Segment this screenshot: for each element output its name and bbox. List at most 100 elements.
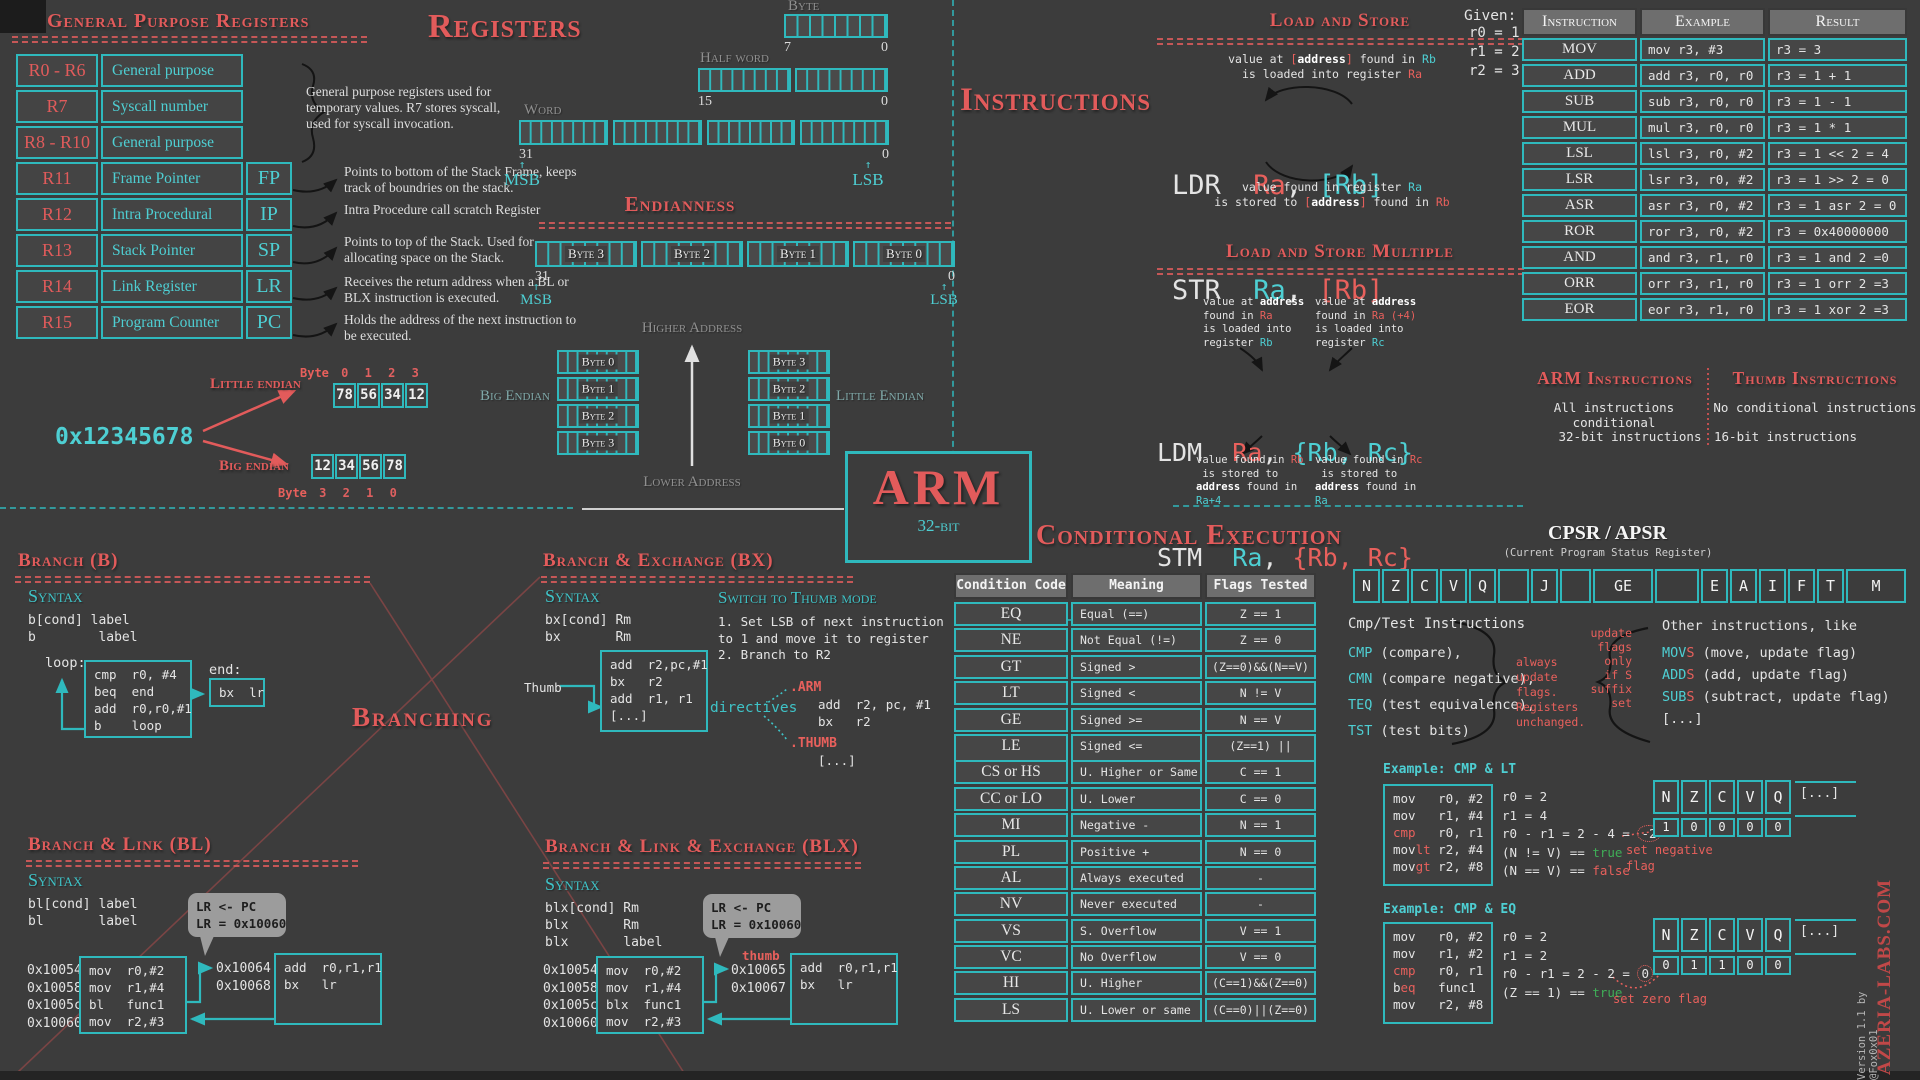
condition-meaning: Never executed [1071, 892, 1202, 917]
code-line: movlt r2, #4 [1393, 841, 1491, 858]
condition-flags: V == 0 [1205, 945, 1316, 970]
condition-row: CC or LO U. Lower C == 0 [954, 786, 1316, 811]
lower-address-label: Lower Address [643, 474, 741, 490]
segment: Ra [1232, 438, 1263, 467]
bottom-border [0, 1071, 1920, 1080]
example1-trace: r0 = 2 r1 = 4 r0 - r1 = 2 - 4 = -2 (N != V)… [1502, 788, 1661, 881]
address: 0x10058 [543, 980, 598, 996]
segment: (add, update flag) [1694, 667, 1849, 683]
example-code: mov r3, #3 [1640, 38, 1765, 61]
code-line: mov r1, #2 [1393, 945, 1491, 962]
lsb-label: LSB [930, 292, 958, 308]
segment: eq [1400, 980, 1416, 995]
cpsr-register: N Z C V Q J GE E A I F T M [1353, 569, 1906, 603]
code-line: blx func1 [606, 997, 682, 1012]
trace-line: (N == V) == false [1502, 862, 1661, 881]
other-instruction-item: MOVS (move, update flag) [1662, 642, 1890, 664]
segment: (move, update flag) [1694, 645, 1858, 661]
code-line: mov r0,#2 [89, 963, 165, 978]
flag-value-cell: 0 [1709, 818, 1735, 837]
cpsr-bit-cell: V [1440, 569, 1467, 603]
condition-flags: Z == 1 [1205, 602, 1316, 626]
instruction-row: MUL mul r3, r0, r0 r3 = 1 * 1 [1522, 116, 1907, 139]
example-code: sub r3, r0, r0 [1640, 90, 1765, 113]
example-code: orr r3, r1, r0 [1640, 272, 1765, 295]
register-name: R12 [16, 198, 98, 231]
segment: mov [1393, 859, 1416, 874]
segment: cmp [1393, 963, 1416, 978]
up-arrow-icon: ↑ [532, 280, 540, 293]
code-line: cmp r0, #4 [94, 667, 177, 682]
register-description: Program Counter [101, 306, 243, 339]
segment: LDR [1172, 170, 1254, 201]
segment: Ra [1315, 494, 1328, 507]
example-code: add r3, r0, r0 [1640, 64, 1765, 87]
condition-row: EQ Equal (==) Z == 1 [954, 602, 1316, 626]
given-label: Given: [1464, 8, 1517, 24]
gpr-row: R12 Intra Procedural IP [16, 198, 292, 231]
segment: value found in [1196, 454, 1291, 466]
register-description: Intra Procedural [101, 198, 243, 231]
segment: address [1259, 296, 1305, 308]
byte-index: 1 [366, 486, 374, 500]
ldm-stm-instructions: LDM Ra, {Rb, Rc} STM Ra, {Rb, Rc} [1157, 365, 1413, 645]
syntax-line: b label [28, 630, 138, 645]
col-result: Result [1768, 8, 1907, 36]
bit-7: 7 [784, 40, 791, 55]
arm-directive-code: add r2, pc, #1 bx r2 [818, 696, 931, 730]
note-line: update [1516, 670, 1558, 684]
memory-byte-cell: Byte 3 [557, 431, 639, 455]
thumb-instructions-line2: 16-bit instructions [1714, 429, 1857, 444]
flag-value-cell: 1 [1681, 956, 1707, 975]
col-example: Example [1640, 8, 1765, 36]
segment: 0 [1637, 965, 1653, 982]
byte-group-label: Byte 3 [565, 246, 607, 262]
gpr-row: R15 Program Counter PC [16, 306, 292, 339]
condition-code: CS or HS [954, 760, 1068, 785]
ldm-line: LDM Ra, {Rb, Rc} [1157, 435, 1413, 470]
segment: lt [1415, 842, 1431, 857]
register-description: Stack Pointer [101, 234, 243, 267]
syntax-line: blx[cond] Rm [545, 901, 639, 916]
branch-bx-syntax-label: Syntax [545, 586, 600, 606]
code-line: mov r0,#2 [606, 963, 682, 978]
cpsr-bit-cell [1560, 569, 1591, 603]
directive-dotted-lines [763, 688, 788, 741]
branch-b-title: Branch (B) [18, 550, 119, 571]
code-line: mov r2,#3 [89, 1014, 165, 1029]
note-line: register Rc [1315, 337, 1431, 351]
condition-flags: (Z==0)&&(N==V) [1205, 654, 1316, 679]
condition-code: VC [954, 945, 1068, 970]
branch-bl-syntax: bl[cond] label bl label [28, 896, 138, 930]
segment: , [1285, 170, 1319, 201]
code-line: mov r1, #4 [1393, 807, 1491, 824]
segment: (subtract, update flag) [1694, 689, 1890, 705]
register-description: Link Register [101, 270, 243, 303]
syntax-line: blx label [545, 935, 663, 950]
condition-flags: C == 0 [1205, 786, 1316, 811]
bx-thumb-bracket [560, 684, 604, 714]
word-cells [519, 120, 889, 145]
example2-caption: set zero flag [1613, 992, 1707, 1006]
cpsr-title: CPSR / APSR [1548, 522, 1667, 544]
big-endian-example-label: Big endian [219, 458, 289, 474]
address: 0x10060 [27, 1015, 82, 1031]
cpsr-subtitle: (Current Program Status Register) [1503, 547, 1713, 559]
code-line: [...] [818, 753, 856, 768]
ldr-line: LDR Ra, [Rb] [1172, 168, 1383, 203]
condition-code: LT [954, 681, 1068, 706]
memory-byte-cell: Byte 0 [557, 350, 639, 374]
segment: Ra [1371, 309, 1385, 322]
gpr-note-arrows [292, 178, 338, 338]
instruction-row: LSL lsl r3, r0, #2 r3 = 1 << 2 = 4 [1522, 142, 1907, 165]
end-code-box: bx lr [209, 678, 265, 707]
condition-meaning: U. Lower [1071, 786, 1202, 811]
other-instructions-header: Other instructions, like [1662, 618, 1858, 634]
branching-heading: Branching [352, 702, 494, 732]
byte-group: Byte 0 [853, 241, 955, 267]
register-note: Intra Procedure call scratch Register [344, 202, 541, 217]
condition-code: GT [954, 654, 1068, 679]
